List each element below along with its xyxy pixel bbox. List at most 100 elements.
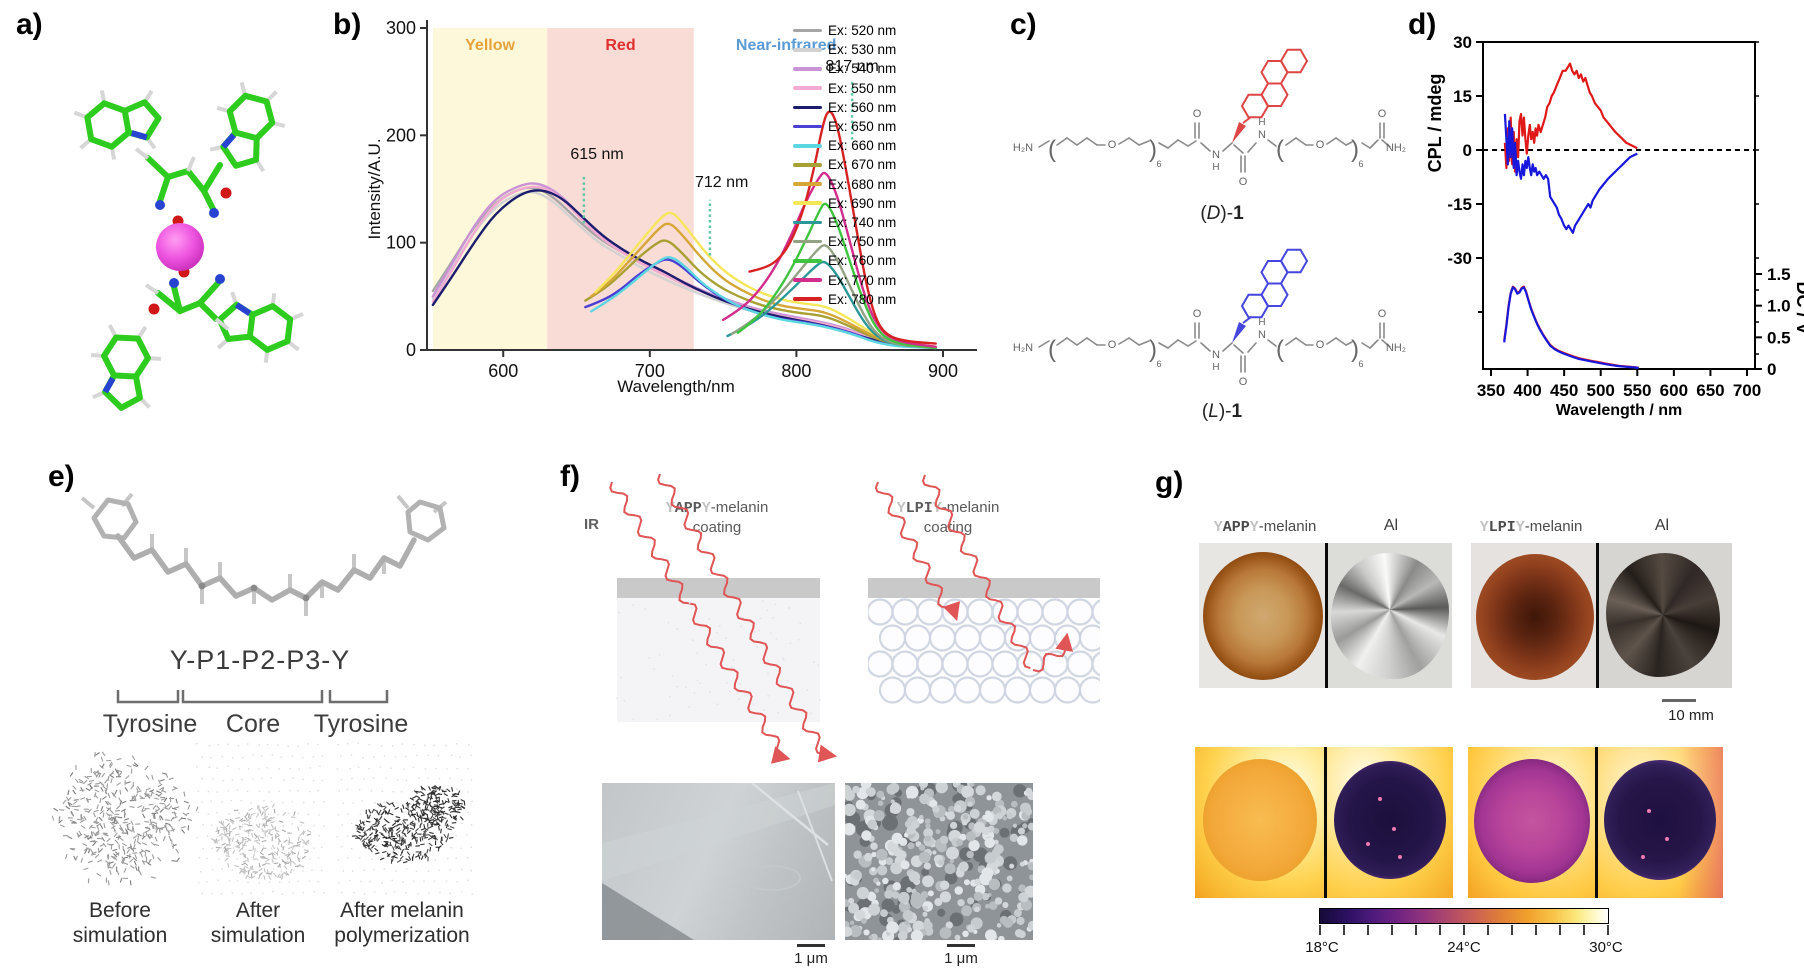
structure-l1-label: (L)-1	[1202, 401, 1242, 423]
atom-label: O	[1378, 108, 1387, 120]
series-Ex: 780 nm	[748, 110, 937, 345]
caption-line: After melanin	[340, 899, 464, 922]
tyrosine-letter: Y	[1515, 519, 1525, 536]
svg-text:600: 600	[1660, 381, 1688, 400]
legend-text: Ex: 690 nm	[828, 195, 897, 211]
melanin-suffix: -melanin	[1524, 518, 1583, 535]
colorbar-label-24: 24°C	[1447, 939, 1481, 956]
legend-item: Ex: 670 nm	[793, 155, 896, 174]
colorbar-label-30: 30°C	[1589, 939, 1623, 956]
panel-g-label: g)	[1155, 466, 1184, 499]
before-simulation-image	[51, 751, 199, 886]
atom-label: H	[1258, 317, 1265, 328]
chiral-wedge	[1232, 122, 1246, 143]
legend-text: Ex: 740 nm	[828, 214, 897, 230]
svg-text:100: 100	[386, 233, 416, 253]
substrate-right	[868, 578, 1100, 598]
thermal-yappy	[1195, 747, 1326, 898]
sem-scalebar-2	[947, 944, 975, 947]
series-Ex: 670 nm	[584, 239, 937, 350]
emission-spectra-panel: 0 100 200 300 600 700 800 900 615 nm 712 nm 817 nm…	[365, 8, 995, 403]
svg-text:15: 15	[1453, 87, 1472, 106]
svg-text:450: 450	[1550, 381, 1578, 400]
legend-item: Ex: 740 nm	[793, 213, 896, 232]
atom-label: O	[1193, 308, 1202, 320]
atom-label: H	[1212, 162, 1219, 173]
thermal-speckle	[1665, 837, 1669, 841]
atom-label: )	[1351, 136, 1359, 163]
legend-swatch	[793, 259, 822, 263]
series-Ex: 770 nm	[721, 171, 937, 348]
panel-a-label: a)	[16, 8, 43, 41]
chirality-letter: D	[1206, 203, 1221, 224]
temperature-colorbar	[1319, 908, 1609, 924]
tyrosine-letter: Y	[1479, 519, 1489, 536]
atom-label: NH₂	[1386, 142, 1406, 154]
atom-label: )	[1149, 136, 1157, 163]
paren: )-	[1218, 401, 1232, 422]
thermal-al-disc	[1604, 760, 1716, 880]
ylpiy-melanin-disc	[1476, 554, 1594, 680]
caption-line: After	[235, 899, 281, 922]
colorbar-ticks	[1319, 925, 1609, 935]
svg-text:-15: -15	[1447, 195, 1472, 214]
thermal-speckle	[1398, 855, 1402, 859]
melanin-suffix: -melanin	[1258, 518, 1317, 535]
sem-scalebar-1	[797, 944, 825, 947]
photo-divider	[1596, 543, 1599, 688]
series-Ex: 740 nm	[726, 260, 937, 350]
atom-label: (	[1048, 336, 1056, 363]
legend-text: Ex: 660 nm	[828, 138, 897, 154]
legend-swatch	[793, 105, 822, 110]
pyrene-ring	[1279, 48, 1309, 74]
peptide-sequence: Y-P1-P2-P3-Y	[169, 645, 351, 675]
atom-label: N	[1212, 149, 1220, 161]
tyrosine-letter: Y	[665, 500, 675, 517]
chiral-wedge	[1232, 322, 1246, 343]
svg-text:350: 350	[1477, 381, 1505, 400]
atom-label: (	[1276, 136, 1284, 163]
atom-label: 6	[1156, 359, 1161, 369]
caption-line: polymerization	[334, 924, 470, 947]
svg-text:30: 30	[1453, 33, 1472, 52]
atom-label: 6	[1358, 359, 1363, 369]
chirality-letter: L	[1208, 401, 1219, 422]
panel-f-label: f)	[560, 460, 580, 493]
sem-scalebar-2-label: 1 μm	[944, 950, 978, 967]
legend-text: Ex: 770 nm	[828, 272, 897, 288]
tyrosine-letter: Y	[896, 500, 906, 517]
caption-line: Before	[89, 899, 151, 922]
svg-text:700: 700	[1733, 381, 1761, 400]
svg-text:1.5: 1.5	[1767, 265, 1791, 284]
panel-b-label: b)	[333, 8, 362, 41]
atom-label: )	[1149, 336, 1157, 363]
thermal-yappy-disc	[1203, 759, 1317, 881]
series-CPL (D)-1	[1503, 62, 1638, 173]
svg-text:500: 500	[1587, 381, 1615, 400]
thermal-divider	[1324, 747, 1327, 898]
sim-caption-before: Before simulation	[73, 898, 168, 948]
paren: )-	[1220, 203, 1234, 224]
atom-label: N	[1258, 129, 1266, 141]
colorbar-label-18: 18°C	[1305, 939, 1339, 956]
plot-box	[1482, 41, 1756, 370]
thermal-pair-ylpiy-al	[1468, 747, 1723, 898]
svg-text:700: 700	[635, 361, 665, 381]
legend-item: Ex: 560 nm	[793, 98, 896, 117]
bracket-label-tyrosine-1: Tyrosine	[102, 710, 198, 738]
caption-line: simulation	[72, 924, 168, 947]
yappy-melanin-disc	[1203, 552, 1323, 680]
atom-label: O	[1108, 139, 1117, 151]
tyrosine-letter: Y	[1213, 519, 1223, 536]
atom-label: O	[1108, 339, 1117, 351]
x-axis-label: Wavelength / nm	[1556, 402, 1683, 419]
series-Ex: 660 nm	[590, 256, 937, 350]
band-label: Yellow	[465, 37, 515, 54]
melanin-suffix: -melanin	[710, 499, 769, 516]
panel-d-label: d)	[1408, 8, 1437, 41]
legend-item: Ex: 680 nm	[793, 175, 896, 194]
atom-label: H	[1212, 362, 1219, 373]
core-letters: APP	[674, 500, 702, 517]
sem-scalebar-1-label: 1 μm	[794, 950, 828, 967]
